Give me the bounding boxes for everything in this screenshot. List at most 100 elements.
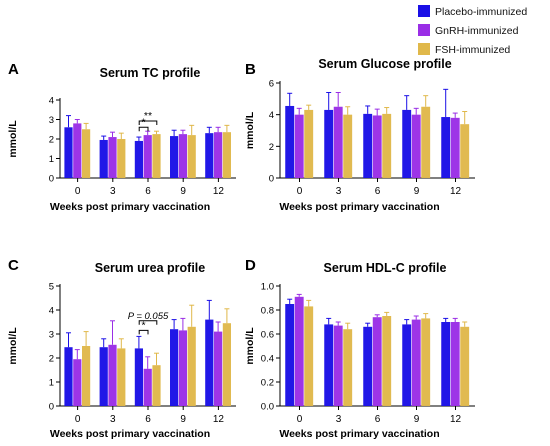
x-axis-label: Weeks post primary vaccination	[279, 201, 439, 213]
y-tick-label: 0	[49, 402, 54, 413]
legend-swatch	[418, 24, 430, 36]
x-tick-label: 12	[213, 186, 225, 197]
y-tick-label: 4	[269, 110, 274, 121]
bar-gnrh-immunized-9	[178, 134, 187, 178]
significance-bracket	[138, 320, 158, 325]
x-tick-label: 0	[297, 186, 303, 197]
bar-fsh-immunized-12	[460, 326, 470, 406]
bar-fsh-immunized-3	[343, 329, 353, 406]
y-tick-label: 0.8	[261, 306, 274, 317]
bar-gnrh-immunized-9	[411, 114, 421, 178]
x-tick-label: 0	[75, 414, 81, 425]
x-tick-label: 6	[375, 414, 381, 425]
y-tick-label: 2	[269, 142, 274, 153]
bar-fsh-immunized-12	[222, 132, 231, 178]
bar-placebo-immunized-12	[205, 319, 214, 406]
bar-gnrh-immunized-12	[214, 132, 223, 178]
bar-gnrh-immunized-9	[411, 319, 421, 406]
y-tick-label: 5	[49, 282, 54, 293]
bar-gnrh-immunized-3	[333, 325, 343, 406]
bar-gnrh-immunized-3	[108, 344, 117, 406]
bar-gnrh-immunized-6	[143, 135, 152, 178]
panel-letter: C	[8, 257, 19, 274]
bar-fsh-immunized-12	[460, 124, 470, 178]
y-tick-label: 3	[49, 115, 54, 126]
bar-gnrh-immunized-9	[178, 330, 187, 406]
bar-placebo-immunized-0	[64, 127, 73, 178]
x-tick-label: 0	[297, 414, 303, 425]
legend-label: GnRH-immunized	[435, 25, 519, 37]
bar-fsh-immunized-6	[382, 113, 392, 178]
bar-gnrh-immunized-3	[333, 106, 343, 178]
panel-letter: A	[8, 61, 19, 78]
x-tick-label: 12	[213, 414, 225, 425]
chart-panel-d: D Serum HDL-C profile 0.0 0.2 0.4 0.6 0.8 1.0 mm…	[244, 257, 475, 440]
bar-gnrh-immunized-6	[372, 317, 382, 406]
bar-placebo-immunized-3	[324, 109, 334, 178]
chart-title: Serum TC profile	[100, 66, 201, 80]
bar-placebo-immunized-6	[134, 140, 143, 178]
bar-placebo-immunized-0	[64, 347, 73, 406]
panel-letter: D	[245, 257, 256, 274]
x-tick-label: 6	[375, 186, 381, 197]
significance-bracket	[138, 120, 158, 126]
bar-fsh-immunized-0	[304, 306, 314, 406]
bar-placebo-immunized-3	[99, 139, 108, 178]
bar-placebo-immunized-12	[205, 133, 214, 178]
y-tick-label: 2	[49, 354, 54, 365]
significance-bracket	[138, 126, 149, 132]
chart-title: Serum urea profile	[95, 261, 205, 275]
bar-fsh-immunized-0	[82, 129, 91, 178]
x-tick-label: 6	[145, 186, 151, 197]
bar-placebo-immunized-9	[402, 109, 412, 178]
bar-fsh-immunized-6	[152, 134, 161, 178]
bar-gnrh-immunized-12	[214, 331, 223, 406]
y-axis-label: mmol/L	[244, 327, 256, 365]
x-axis-label: Weeks post primary vaccination	[50, 428, 210, 440]
bar-gnrh-immunized-3	[108, 137, 117, 178]
x-tick-label: 6	[145, 414, 151, 425]
x-tick-label: 9	[414, 186, 420, 197]
y-tick-label: 1.0	[261, 282, 274, 293]
y-tick-label: 4	[49, 96, 54, 107]
legend-label: FSH-immunized	[435, 44, 510, 56]
chart-title: Serum Glucose profile	[318, 57, 451, 71]
bar-fsh-immunized-9	[421, 106, 431, 178]
y-tick-label: 3	[49, 330, 54, 341]
y-axis-label: mmol/L	[244, 111, 256, 149]
legend-swatch	[418, 43, 430, 55]
y-tick-label: 0.2	[261, 378, 274, 389]
bar-gnrh-immunized-0	[73, 359, 82, 406]
bar-gnrh-immunized-12	[450, 117, 460, 178]
bar-fsh-immunized-0	[304, 109, 314, 178]
bar-fsh-immunized-3	[117, 348, 126, 406]
x-tick-label: 3	[336, 414, 342, 425]
x-tick-label: 12	[450, 414, 462, 425]
bar-fsh-immunized-9	[421, 318, 431, 406]
bar-fsh-immunized-0	[82, 346, 91, 406]
y-tick-label: 1	[49, 154, 54, 165]
x-tick-label: 3	[336, 186, 342, 197]
x-tick-label: 9	[414, 414, 420, 425]
y-tick-label: 0	[269, 174, 274, 185]
bar-placebo-immunized-9	[170, 136, 179, 178]
bar-placebo-immunized-12	[441, 117, 451, 178]
y-axis-label: mmol/L	[7, 327, 19, 365]
legend: Placebo-immunized GnRH-immunized FSH-immun…	[418, 5, 527, 56]
bar-placebo-immunized-0	[285, 105, 295, 178]
y-tick-label: 2	[49, 135, 54, 146]
x-axis-label: Weeks post primary vaccination	[50, 201, 210, 213]
chart-panel-b: B Serum Glucose profile 0 2 4 6 mmol/L 0 3 6 9 12 We…	[244, 57, 475, 213]
bar-fsh-immunized-9	[187, 135, 196, 178]
y-tick-label: 0	[49, 174, 54, 185]
significance-label: P = 0.055	[128, 311, 169, 322]
x-tick-label: 0	[75, 186, 81, 197]
bar-placebo-immunized-6	[363, 113, 373, 178]
x-tick-label: 9	[180, 414, 186, 425]
significance-label: **	[144, 110, 152, 122]
y-tick-label: 0.0	[261, 402, 274, 413]
